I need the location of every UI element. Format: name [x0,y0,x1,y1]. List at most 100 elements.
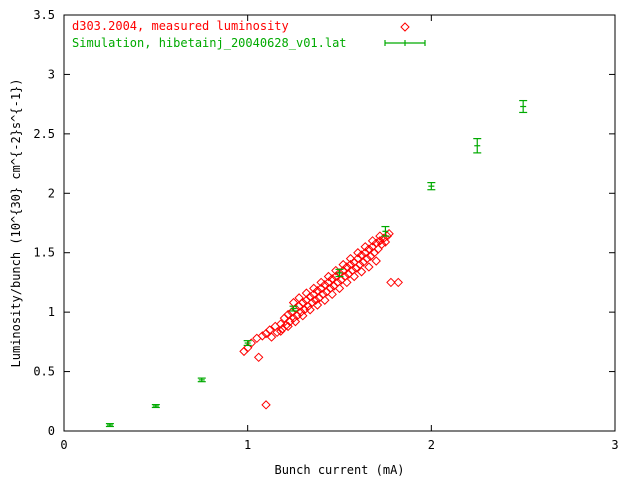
data-point-measured [354,259,365,270]
data-point-measured [279,313,290,323]
data-point-measured [296,307,306,317]
data-point-measured [382,231,392,241]
data-point-measured [312,300,323,310]
y-tick-label: 2.5 [33,127,55,141]
data-point-measured [384,228,394,239]
data-point-measured [342,277,352,288]
data-point-measured [261,328,271,339]
data-point-measured [338,259,348,270]
legend-label-simulation: Simulation, hibetainj_20040628_v01.lat [72,36,347,50]
data-point-measured [364,244,374,254]
data-point-measured [316,277,326,288]
data-point-simulation [289,305,298,312]
y-tick-label: 1.5 [33,246,55,260]
data-point-measured [366,251,376,261]
data-point-measured [301,288,312,298]
series-simulation [105,99,528,428]
data-point-measured [294,293,304,303]
data-point-measured [377,239,387,250]
data-point-measured [336,275,347,285]
y-tick-label: 2 [48,186,55,200]
x-tick-label: 3 [611,438,618,452]
data-point-measured [364,262,374,272]
data-point-measured [378,233,389,244]
data-point-measured [298,311,308,321]
data-point-measured [345,253,356,264]
data-point-measured [369,248,380,258]
data-point-measured [393,277,403,288]
data-point-measured [367,236,378,246]
x-tick-label: 1 [244,438,251,452]
data-point-measured [375,236,385,246]
data-point-measured [334,283,345,294]
data-point-measured [323,271,334,282]
legend-label-measured: d303.2004, measured luminosity [72,19,289,33]
data-point-simulation [197,377,206,383]
data-point-measured [257,331,268,341]
data-point-measured [349,271,359,282]
data-point-measured [307,297,317,308]
data-point-measured [327,274,337,284]
data-point-measured [303,301,313,311]
legend-diamond [400,22,410,32]
data-point-measured [386,277,396,288]
data-point-measured [371,256,381,266]
data-point-measured [356,250,367,260]
data-point-simulation [151,404,160,409]
data-point-measured [276,326,286,336]
data-point-simulation [427,181,436,191]
data-point-measured [356,267,367,277]
y-tick-label: 3.5 [33,8,55,22]
data-point-simulation [335,268,344,278]
x-tick-label: 2 [428,438,435,452]
data-point-measured [239,346,249,357]
data-point-measured [276,319,286,329]
data-point-measured [329,281,339,291]
data-point-measured [264,325,275,335]
data-point-measured [283,321,293,332]
legend-marker-measured [400,22,410,32]
data-point-measured [283,309,293,320]
data-point-measured [290,316,301,327]
data-point-measured [272,327,282,338]
data-point-measured [253,352,264,363]
data-point-measured [360,242,370,252]
data-point-measured [246,338,257,348]
data-point-measured [305,305,315,315]
y-tick-label: 1 [48,305,55,319]
x-tick-label: 0 [60,438,67,452]
x-axis-label: Bunch current (mA) [274,463,404,477]
tick-labels: 0 1 2 3 0 0.5 1 1.5 2 2.5 3 3.5 [33,8,618,452]
data-point-measured [343,269,354,279]
legend: d303.2004, measured luminosity Simulatio… [72,19,426,50]
legend-marker-simulation [384,40,426,46]
data-point-measured [310,295,321,305]
data-point-measured [290,303,301,314]
data-point-simulation [473,138,482,154]
data-point-measured [362,253,372,264]
data-point-measured [321,287,332,297]
data-point-measured [320,280,330,290]
plot-frame [63,14,616,432]
data-point-simulation [381,225,390,237]
y-tick-label: 0.5 [33,365,55,379]
data-point-simulation [105,423,114,428]
data-point-measured [266,332,277,342]
data-point-measured [288,313,299,323]
data-point-measured [320,295,330,305]
data-point-measured [358,257,369,267]
data-point-measured [375,231,385,241]
data-point-simulation [519,99,528,114]
data-point-measured [314,293,325,303]
data-point-measured [353,248,363,258]
data-point-measured [351,263,361,273]
y-tick-label: 3 [48,67,55,81]
y-tick-label: 0 [48,424,55,438]
data-point-simulation [243,340,252,347]
data-point-measured [261,400,271,410]
data-point-measured [309,283,319,294]
data-point-measured [342,262,352,272]
data-point-measured [327,289,337,300]
